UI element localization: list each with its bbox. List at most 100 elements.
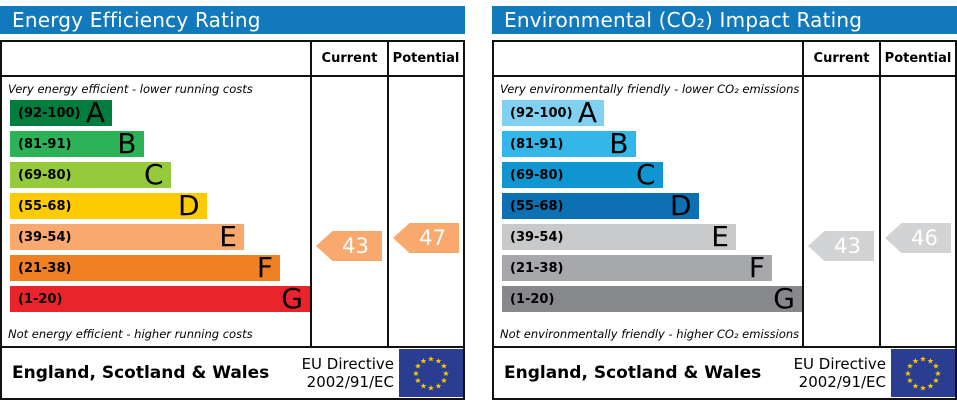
energy-bands: (92-100) A (81-91) B (69	[10, 96, 310, 317]
svg-text:★: ★	[919, 383, 926, 392]
svg-text:★: ★	[904, 369, 911, 378]
band-letter: G	[281, 282, 303, 315]
band-letter: F	[748, 251, 765, 284]
band-bar-a: (92-100) A	[10, 96, 112, 129]
band-range: (21-38)	[510, 260, 564, 276]
eu-flag-icon: ★ ★ ★★ ★★ ★★ ★★ ★★	[399, 349, 463, 397]
potential-rating-arrow: 46	[885, 223, 951, 253]
current-rating-value: 43	[342, 234, 369, 258]
band-bar-g: (1-20) G	[10, 282, 310, 315]
band-bar-d: (55-68) D	[10, 189, 207, 222]
eu-directive-label: EU Directive 2002/91/EC	[793, 355, 886, 391]
band-range: (21-38)	[18, 260, 72, 276]
band-letter: B	[117, 127, 137, 160]
svg-text:★: ★	[414, 376, 421, 385]
energy-table-header: Current Potential	[2, 42, 463, 77]
svg-text:★: ★	[435, 382, 442, 391]
region-label: England, Scotland & Wales	[12, 363, 270, 383]
band-range: (39-54)	[510, 229, 564, 245]
band-row-g: (1-20) G	[10, 282, 310, 315]
environmental-band-ramp: Very environmentally friendly - lower CO…	[494, 77, 802, 346]
svg-text:★: ★	[427, 355, 434, 364]
band-row-a: (92-100) A	[502, 96, 802, 129]
header-blank-cell	[2, 42, 310, 75]
svg-text:★: ★	[912, 357, 919, 366]
band-bar-f: (21-38) F	[10, 251, 280, 284]
environmental-table-header: Current Potential	[494, 42, 955, 77]
band-range: (55-68)	[510, 198, 564, 214]
energy-efficiency-chart: Energy Efficiency Rating Current Potenti…	[0, 0, 465, 400]
svg-text:★: ★	[912, 382, 919, 391]
svg-text:★: ★	[420, 357, 427, 366]
band-range: (92-100)	[510, 105, 573, 121]
band-range: (92-100)	[18, 105, 81, 121]
svg-text:★: ★	[927, 357, 934, 366]
energy-band-ramp: Very energy efficient - lower running co…	[2, 77, 310, 346]
band-bar-b: (81-91) B	[502, 127, 636, 160]
svg-text:★: ★	[440, 376, 447, 385]
band-bar-a: (92-100) A	[502, 96, 604, 129]
band-row-f: (21-38) F	[10, 251, 310, 284]
band-letter: G	[773, 282, 795, 315]
environmental-potential-cell: 46	[879, 77, 955, 346]
svg-text:★: ★	[919, 355, 926, 364]
band-range: (1-20)	[510, 291, 555, 307]
band-range: (39-54)	[18, 229, 72, 245]
band-letter: A	[85, 96, 105, 129]
potential-rating-value: 46	[911, 226, 938, 250]
environmental-chart-title-bar: Environmental (CO₂) Impact Rating	[492, 6, 957, 34]
eu-flag-icon: ★ ★ ★★ ★★ ★★ ★★ ★★	[891, 349, 955, 397]
environmental-current-cell: 43	[802, 77, 879, 346]
band-bar-f: (21-38) F	[502, 251, 772, 284]
band-row-b: (81-91) B	[10, 127, 310, 160]
header-blank-cell	[494, 42, 802, 75]
band-row-e: (39-54) E	[502, 220, 802, 253]
band-bar-c: (69-80) C	[10, 158, 171, 191]
band-letter: C	[143, 158, 164, 191]
band-row-e: (39-54) E	[10, 223, 310, 251]
band-letter: E	[711, 220, 729, 253]
band-letter: A	[577, 96, 597, 129]
potential-column-header: Potential	[387, 42, 463, 75]
band-range: (69-80)	[18, 167, 72, 183]
svg-text:★: ★	[412, 369, 419, 378]
environmental-chart-title: Environmental (CO₂) Impact Rating	[504, 8, 863, 32]
current-rating-arrow: 43	[808, 231, 874, 261]
current-rating-arrow: 43	[316, 231, 382, 261]
band-letter: B	[609, 127, 629, 160]
svg-text:★: ★	[906, 376, 913, 385]
potential-column-header: Potential	[879, 42, 955, 75]
current-column-header: Current	[310, 42, 387, 75]
top-caption: Very environmentally friendly - lower CO…	[500, 82, 800, 96]
svg-text:★: ★	[435, 357, 442, 366]
band-bar-e: (39-54) E	[10, 223, 244, 251]
current-rating-value: 43	[834, 234, 861, 258]
band-bar-c: (69-80) C	[502, 161, 663, 189]
potential-rating-arrow: 47	[393, 223, 459, 253]
band-row-b: (81-91) B	[502, 127, 802, 160]
band-row-c: (69-80) C	[502, 161, 802, 189]
band-bar-g: (1-20) G	[502, 282, 802, 315]
band-row-a: (92-100) A	[10, 96, 310, 129]
band-row-g: (1-20) G	[502, 282, 802, 315]
band-range: (81-91)	[510, 136, 564, 152]
svg-text:★: ★	[927, 382, 934, 391]
band-range: (69-80)	[510, 167, 564, 183]
band-row-f: (21-38) F	[502, 251, 802, 284]
bottom-caption: Not environmentally friendly - higher CO…	[500, 327, 800, 341]
band-row-c: (69-80) C	[10, 158, 310, 191]
band-bar-b: (81-91) B	[10, 127, 144, 160]
environmental-impact-chart: Environmental (CO₂) Impact Rating Curren…	[492, 0, 957, 400]
energy-chart-title-bar: Energy Efficiency Rating	[0, 6, 465, 34]
band-range: (1-20)	[18, 291, 63, 307]
energy-potential-cell: 47	[387, 77, 463, 346]
band-row-d: (55-68) D	[502, 189, 802, 222]
band-letter: D	[177, 189, 200, 222]
svg-text:★: ★	[420, 382, 427, 391]
band-letter: F	[256, 251, 273, 284]
band-letter: D	[669, 189, 692, 222]
energy-table-body: Very energy efficient - lower running co…	[2, 77, 463, 346]
svg-text:★: ★	[906, 362, 913, 371]
band-row-d: (55-68) D	[10, 189, 310, 222]
